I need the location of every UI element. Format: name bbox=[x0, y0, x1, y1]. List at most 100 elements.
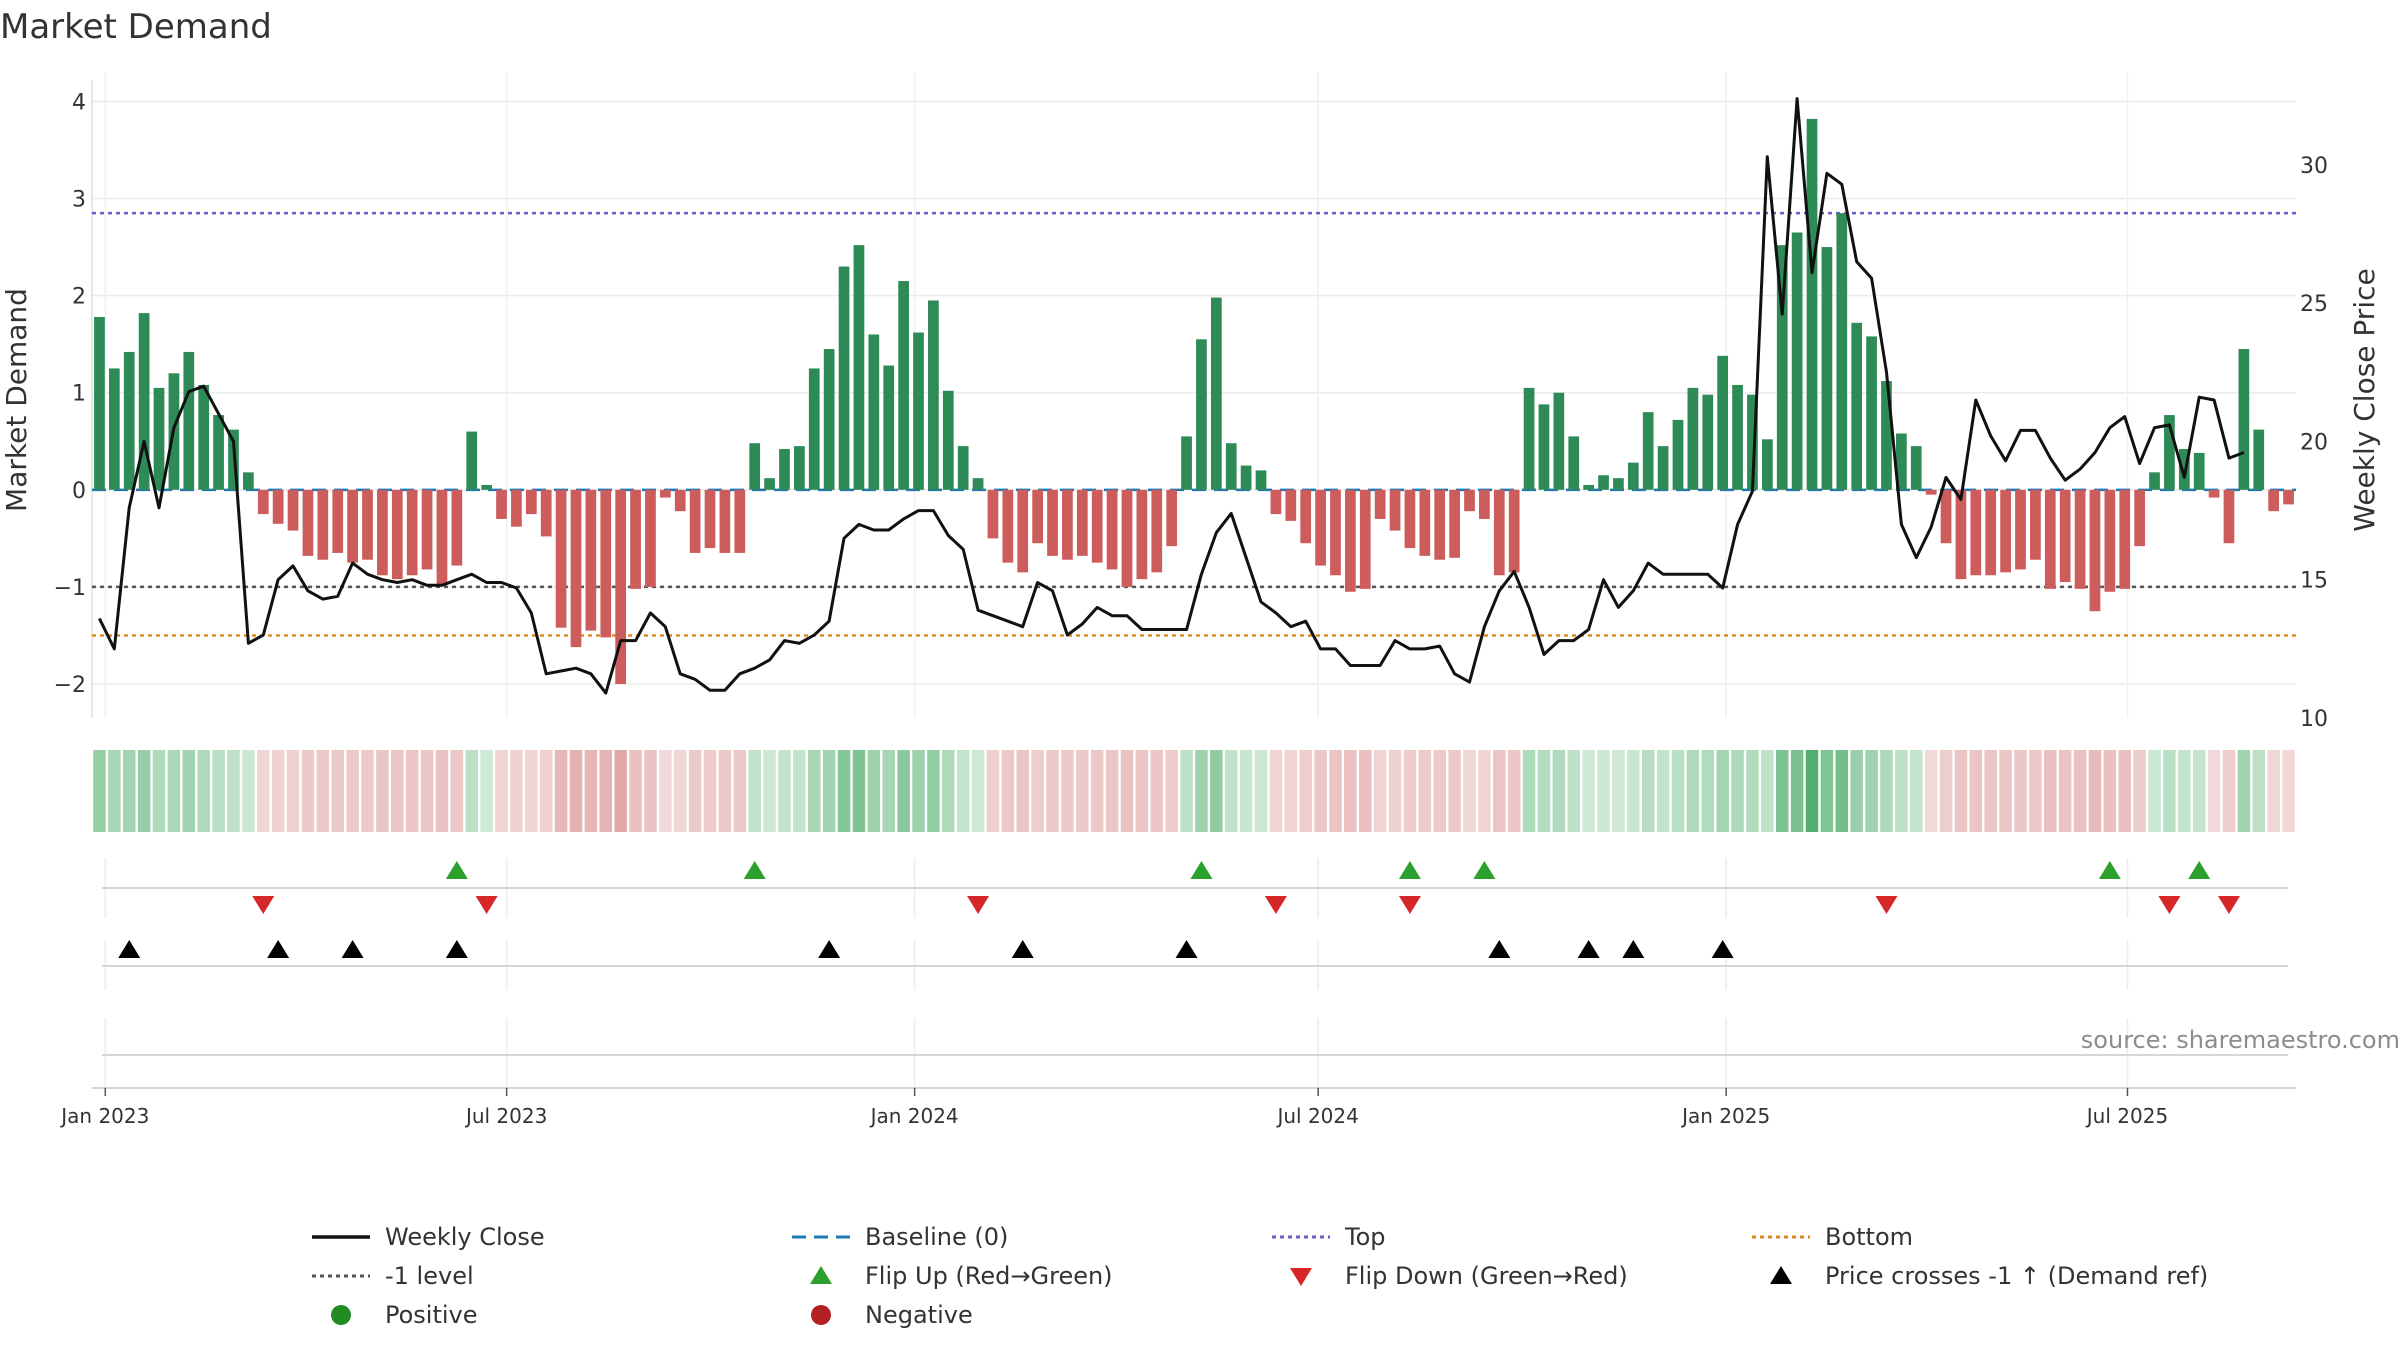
demand-bar bbox=[987, 489, 999, 539]
demand-bar bbox=[570, 489, 582, 648]
demand-bar bbox=[1508, 489, 1520, 573]
heat-tile bbox=[2073, 750, 2087, 832]
price-cross-marker bbox=[1622, 940, 1645, 958]
demand-bar bbox=[2044, 489, 2056, 589]
heat-tile bbox=[733, 750, 747, 832]
heat-tile bbox=[1493, 750, 1506, 832]
demand-bar bbox=[794, 446, 805, 490]
demand-bar bbox=[243, 472, 254, 490]
demand-bar bbox=[257, 489, 269, 515]
demand-bar bbox=[1747, 394, 1758, 490]
heat-tile bbox=[316, 750, 330, 832]
heat-tile bbox=[525, 750, 538, 832]
demand-bar bbox=[853, 245, 865, 490]
flip-down-marker bbox=[2217, 896, 2240, 914]
demand-bar bbox=[2253, 429, 2265, 490]
flip-up-marker bbox=[2188, 861, 2211, 879]
heat-tile bbox=[688, 750, 702, 832]
heat-tile bbox=[1850, 750, 1863, 832]
demand-bar bbox=[1121, 489, 1133, 587]
heat-tile bbox=[137, 750, 151, 832]
heat-tile bbox=[2058, 750, 2072, 832]
heat-tile bbox=[2252, 750, 2266, 832]
demand-bar bbox=[1851, 322, 1863, 490]
heat-tile bbox=[897, 750, 910, 832]
demand-bar bbox=[1285, 489, 1297, 521]
heat-tile bbox=[2282, 750, 2295, 832]
demand-bar bbox=[1240, 465, 1252, 490]
heat-tile bbox=[1210, 750, 1223, 832]
legend-item: Negative bbox=[811, 1301, 973, 1329]
price-cross-marker bbox=[267, 940, 290, 958]
legend-label: Bottom bbox=[1825, 1223, 1913, 1251]
heat-tile bbox=[1418, 750, 1432, 832]
demand-bar bbox=[615, 489, 627, 685]
x-tick-label: Jul 2023 bbox=[464, 1104, 547, 1128]
demand-bar bbox=[1076, 489, 1088, 556]
demand-bar bbox=[1553, 392, 1565, 490]
demand-bar bbox=[1166, 489, 1178, 547]
price-cross-marker bbox=[818, 940, 841, 958]
demand-bar bbox=[525, 489, 537, 515]
demand-bar bbox=[1538, 404, 1550, 490]
demand-bar bbox=[630, 489, 641, 589]
heat-tile bbox=[227, 750, 240, 832]
left-tick-label: −1 bbox=[54, 576, 86, 601]
right-axis-label: Weekly Close Price bbox=[2348, 268, 2381, 531]
demand-bar bbox=[913, 332, 924, 490]
legend-label: Baseline (0) bbox=[865, 1223, 1008, 1251]
demand-bar bbox=[1047, 489, 1058, 556]
x-tick-label: Jan 2025 bbox=[1680, 1104, 1770, 1128]
price-cross-marker bbox=[1577, 940, 1600, 958]
demand-bar bbox=[1419, 489, 1431, 556]
demand-bar bbox=[1761, 439, 1773, 490]
heat-tile bbox=[956, 750, 970, 832]
demand-bar bbox=[1866, 336, 1877, 490]
heat-tile bbox=[1329, 750, 1342, 832]
heat-tile bbox=[450, 750, 464, 832]
heat-tile bbox=[837, 750, 851, 832]
demand-bar bbox=[1062, 489, 1073, 560]
heat-tile bbox=[391, 750, 404, 832]
legend-label: Flip Up (Red→Green) bbox=[865, 1262, 1113, 1290]
demand-heat-strip bbox=[93, 750, 2295, 832]
heat-tile bbox=[1701, 750, 1715, 832]
heat-tile bbox=[271, 750, 285, 832]
demand-bar bbox=[1434, 489, 1446, 560]
demand-bar bbox=[957, 446, 969, 490]
flip-up-marker bbox=[2098, 861, 2121, 879]
demand-bar bbox=[2193, 452, 2205, 490]
demand-bar bbox=[1330, 489, 1341, 576]
demand-bar bbox=[674, 489, 686, 512]
heat-tile bbox=[1820, 750, 1834, 832]
demand-bar bbox=[1985, 489, 1997, 576]
heat-tile bbox=[1880, 750, 1893, 832]
heat-tile bbox=[1910, 750, 1923, 832]
heat-tile bbox=[629, 750, 642, 832]
price-cross-marker bbox=[1011, 940, 1034, 958]
demand-bar bbox=[2030, 489, 2041, 560]
price-cross-marker bbox=[118, 940, 141, 958]
heat-tile bbox=[257, 750, 270, 832]
demand-bar bbox=[138, 313, 150, 490]
demand-bar bbox=[1642, 412, 1654, 490]
demand-bar bbox=[1032, 489, 1043, 544]
heat-tile bbox=[2088, 750, 2102, 832]
heat-tile bbox=[1448, 750, 1461, 832]
demand-bar bbox=[2238, 349, 2250, 490]
heat-tile bbox=[197, 750, 210, 832]
heat-tile bbox=[1001, 750, 1015, 832]
demand-bar bbox=[1881, 381, 1892, 490]
demand-bar bbox=[1255, 470, 1267, 490]
demand-bar bbox=[1672, 419, 1684, 490]
heat-tile bbox=[435, 750, 449, 832]
demand-bar bbox=[302, 489, 314, 556]
heat-tile bbox=[510, 750, 523, 832]
heat-tile bbox=[554, 750, 568, 832]
demand-bar bbox=[764, 478, 775, 490]
heat-tile bbox=[1969, 750, 1983, 832]
demand-bar bbox=[1017, 489, 1029, 573]
demand-bar bbox=[779, 449, 790, 490]
demand-bar bbox=[1702, 394, 1714, 490]
legend-item: Flip Up (Red→Green) bbox=[810, 1262, 1113, 1290]
